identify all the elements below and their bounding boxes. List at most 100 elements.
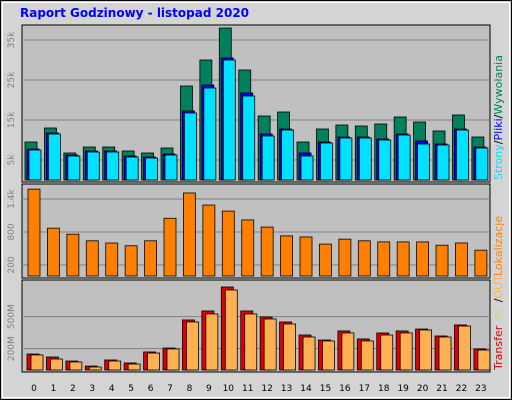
- bar: [338, 238, 352, 277]
- bar: [203, 87, 217, 181]
- bar: [127, 363, 141, 371]
- bar: [436, 144, 450, 181]
- x-tick-label: 0: [31, 384, 37, 394]
- bar: [283, 323, 296, 371]
- bar: [164, 154, 178, 181]
- bar: [242, 95, 256, 181]
- bar: [378, 139, 392, 181]
- bar: [475, 147, 489, 181]
- x-tick-label: 5: [128, 384, 134, 394]
- y-tick-label: 200: [7, 256, 17, 273]
- x-tick-label: 7: [167, 384, 173, 394]
- bar: [417, 143, 431, 181]
- x-tick-label: 9: [206, 384, 212, 394]
- bar: [27, 188, 41, 277]
- bar: [202, 204, 216, 277]
- bar: [438, 336, 452, 371]
- x-tick-label: 4: [109, 384, 115, 394]
- y-tick-label: 15k: [7, 111, 17, 128]
- legend-separator: /: [492, 114, 505, 118]
- bar: [85, 240, 99, 277]
- bar: [222, 59, 236, 181]
- x-tick-label: 6: [148, 384, 154, 394]
- bar: [67, 155, 81, 181]
- legend: Transfer IN /OUT: [492, 275, 505, 371]
- bar: [184, 112, 197, 181]
- bar: [163, 217, 177, 277]
- x-tick-label: 13: [281, 384, 292, 394]
- bar: [377, 241, 391, 277]
- bar: [47, 227, 60, 277]
- bar: [261, 135, 275, 181]
- x-tick-label: 17: [359, 384, 370, 394]
- bar: [224, 289, 238, 371]
- x-tick-label: 2: [70, 384, 76, 394]
- x-tick-label: 3: [89, 384, 95, 394]
- x-tick-label: 22: [456, 384, 467, 394]
- x-tick-label: 21: [436, 384, 447, 394]
- bar: [30, 354, 44, 371]
- x-tick-label: 8: [187, 384, 193, 394]
- bar: [166, 348, 180, 371]
- bar: [147, 352, 160, 371]
- bar: [48, 133, 61, 181]
- x-tick-label: 19: [397, 384, 409, 394]
- legend-entry: OUT: [492, 275, 505, 299]
- bar: [124, 245, 138, 277]
- legend-separator: /: [492, 140, 505, 144]
- bar: [435, 244, 449, 277]
- bar: [50, 358, 63, 371]
- x-tick-label: 16: [339, 384, 351, 394]
- x-tick-label: 15: [320, 384, 331, 394]
- bar: [105, 242, 119, 277]
- bar: [300, 155, 314, 181]
- bar: [183, 192, 196, 277]
- y-tick-label: 5k: [7, 154, 17, 166]
- y-tick-label: 800: [7, 223, 17, 240]
- y-tick-label: 1.4k: [7, 188, 17, 208]
- bar: [108, 360, 122, 371]
- bar: [221, 210, 235, 277]
- bar: [419, 329, 433, 371]
- y-tick-label: 25k: [7, 71, 17, 88]
- y-tick-label: 500M: [7, 304, 17, 329]
- bar: [241, 219, 255, 277]
- bar: [66, 233, 80, 277]
- legend-entry: Transfer: [492, 325, 505, 371]
- x-tick-label: 12: [261, 384, 272, 394]
- bar: [322, 340, 335, 371]
- legend-entry: Strony: [492, 144, 505, 180]
- bar: [125, 156, 139, 181]
- bar: [416, 241, 430, 277]
- bar: [458, 325, 471, 371]
- bar: [477, 349, 491, 371]
- bar: [144, 240, 157, 277]
- bar: [205, 313, 219, 371]
- legend: Lokalizacje: [492, 216, 505, 276]
- panel: [21, 24, 491, 183]
- bar: [106, 151, 120, 181]
- bar: [357, 240, 371, 277]
- x-tick-label: 18: [378, 384, 390, 394]
- bar: [260, 226, 274, 277]
- bar: [280, 235, 293, 277]
- panel: [21, 183, 491, 279]
- legend-entry: Wywołania: [492, 55, 505, 115]
- y-tick-label: 200M: [7, 336, 17, 361]
- x-tick-label: 20: [417, 384, 429, 394]
- bar: [341, 332, 355, 371]
- bar: [399, 332, 413, 371]
- bar: [396, 241, 410, 277]
- bar: [320, 142, 333, 181]
- bar: [299, 236, 313, 277]
- bar: [339, 137, 353, 181]
- bar: [474, 249, 488, 277]
- bar: [456, 129, 469, 181]
- x-tick-label: 1: [51, 384, 57, 394]
- bar: [186, 321, 199, 371]
- bar: [360, 340, 374, 371]
- bar: [455, 242, 468, 277]
